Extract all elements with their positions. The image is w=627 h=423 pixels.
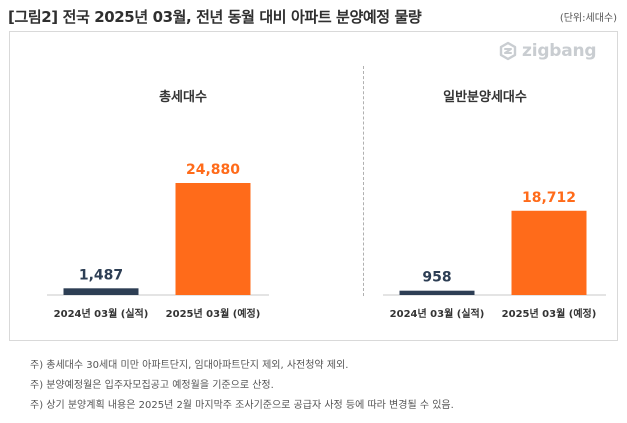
zigbang-logo: zigbang (498, 40, 597, 62)
panel-title-total: 총세대수 (159, 90, 207, 105)
category-label: 2025년 03월 (예정) (502, 307, 597, 320)
data-label: 958 (422, 270, 451, 286)
footnote-1: 주) 총세대수 30세대 미만 아파트단지, 임대아파트단지 제외, 사전청약 … (30, 360, 349, 371)
zigbang-logo-icon (499, 41, 517, 61)
chart-frame (9, 31, 618, 341)
data-label: 18,712 (522, 190, 576, 206)
footnote-2: 주) 분양예정월은 입주자모집공고 예정월을 기준으로 산정. (30, 380, 274, 391)
footnote-3: 주) 상기 분양계획 내용은 2025년 2월 마지막주 조사기준으로 공급자 … (30, 400, 454, 411)
bar-actual (399, 290, 475, 295)
logo-text: zigbang (522, 41, 597, 61)
unit-label: (단위:세대수) (559, 13, 617, 24)
bar-planned (511, 210, 587, 295)
panel-title-general: 일반분양세대수 (443, 90, 527, 105)
data-label: 24,880 (186, 162, 240, 178)
panel-divider (363, 66, 364, 296)
bar-chart: 1,487 2024년 03월 (실적) 24,880 2025년 03월 (예정) 9… (47, 162, 606, 320)
bar-planned (175, 183, 251, 295)
bar-actual (63, 288, 139, 295)
category-label: 2025년 03월 (예정) (166, 307, 261, 320)
data-label: 1,487 (79, 267, 123, 283)
category-label: 2024년 03월 (실적) (390, 307, 485, 320)
category-label: 2024년 03월 (실적) (54, 307, 149, 320)
figure-title: [그림2] 전국 2025년 03월, 전년 동월 대비 아파트 분양예정 물량 (8, 8, 422, 26)
